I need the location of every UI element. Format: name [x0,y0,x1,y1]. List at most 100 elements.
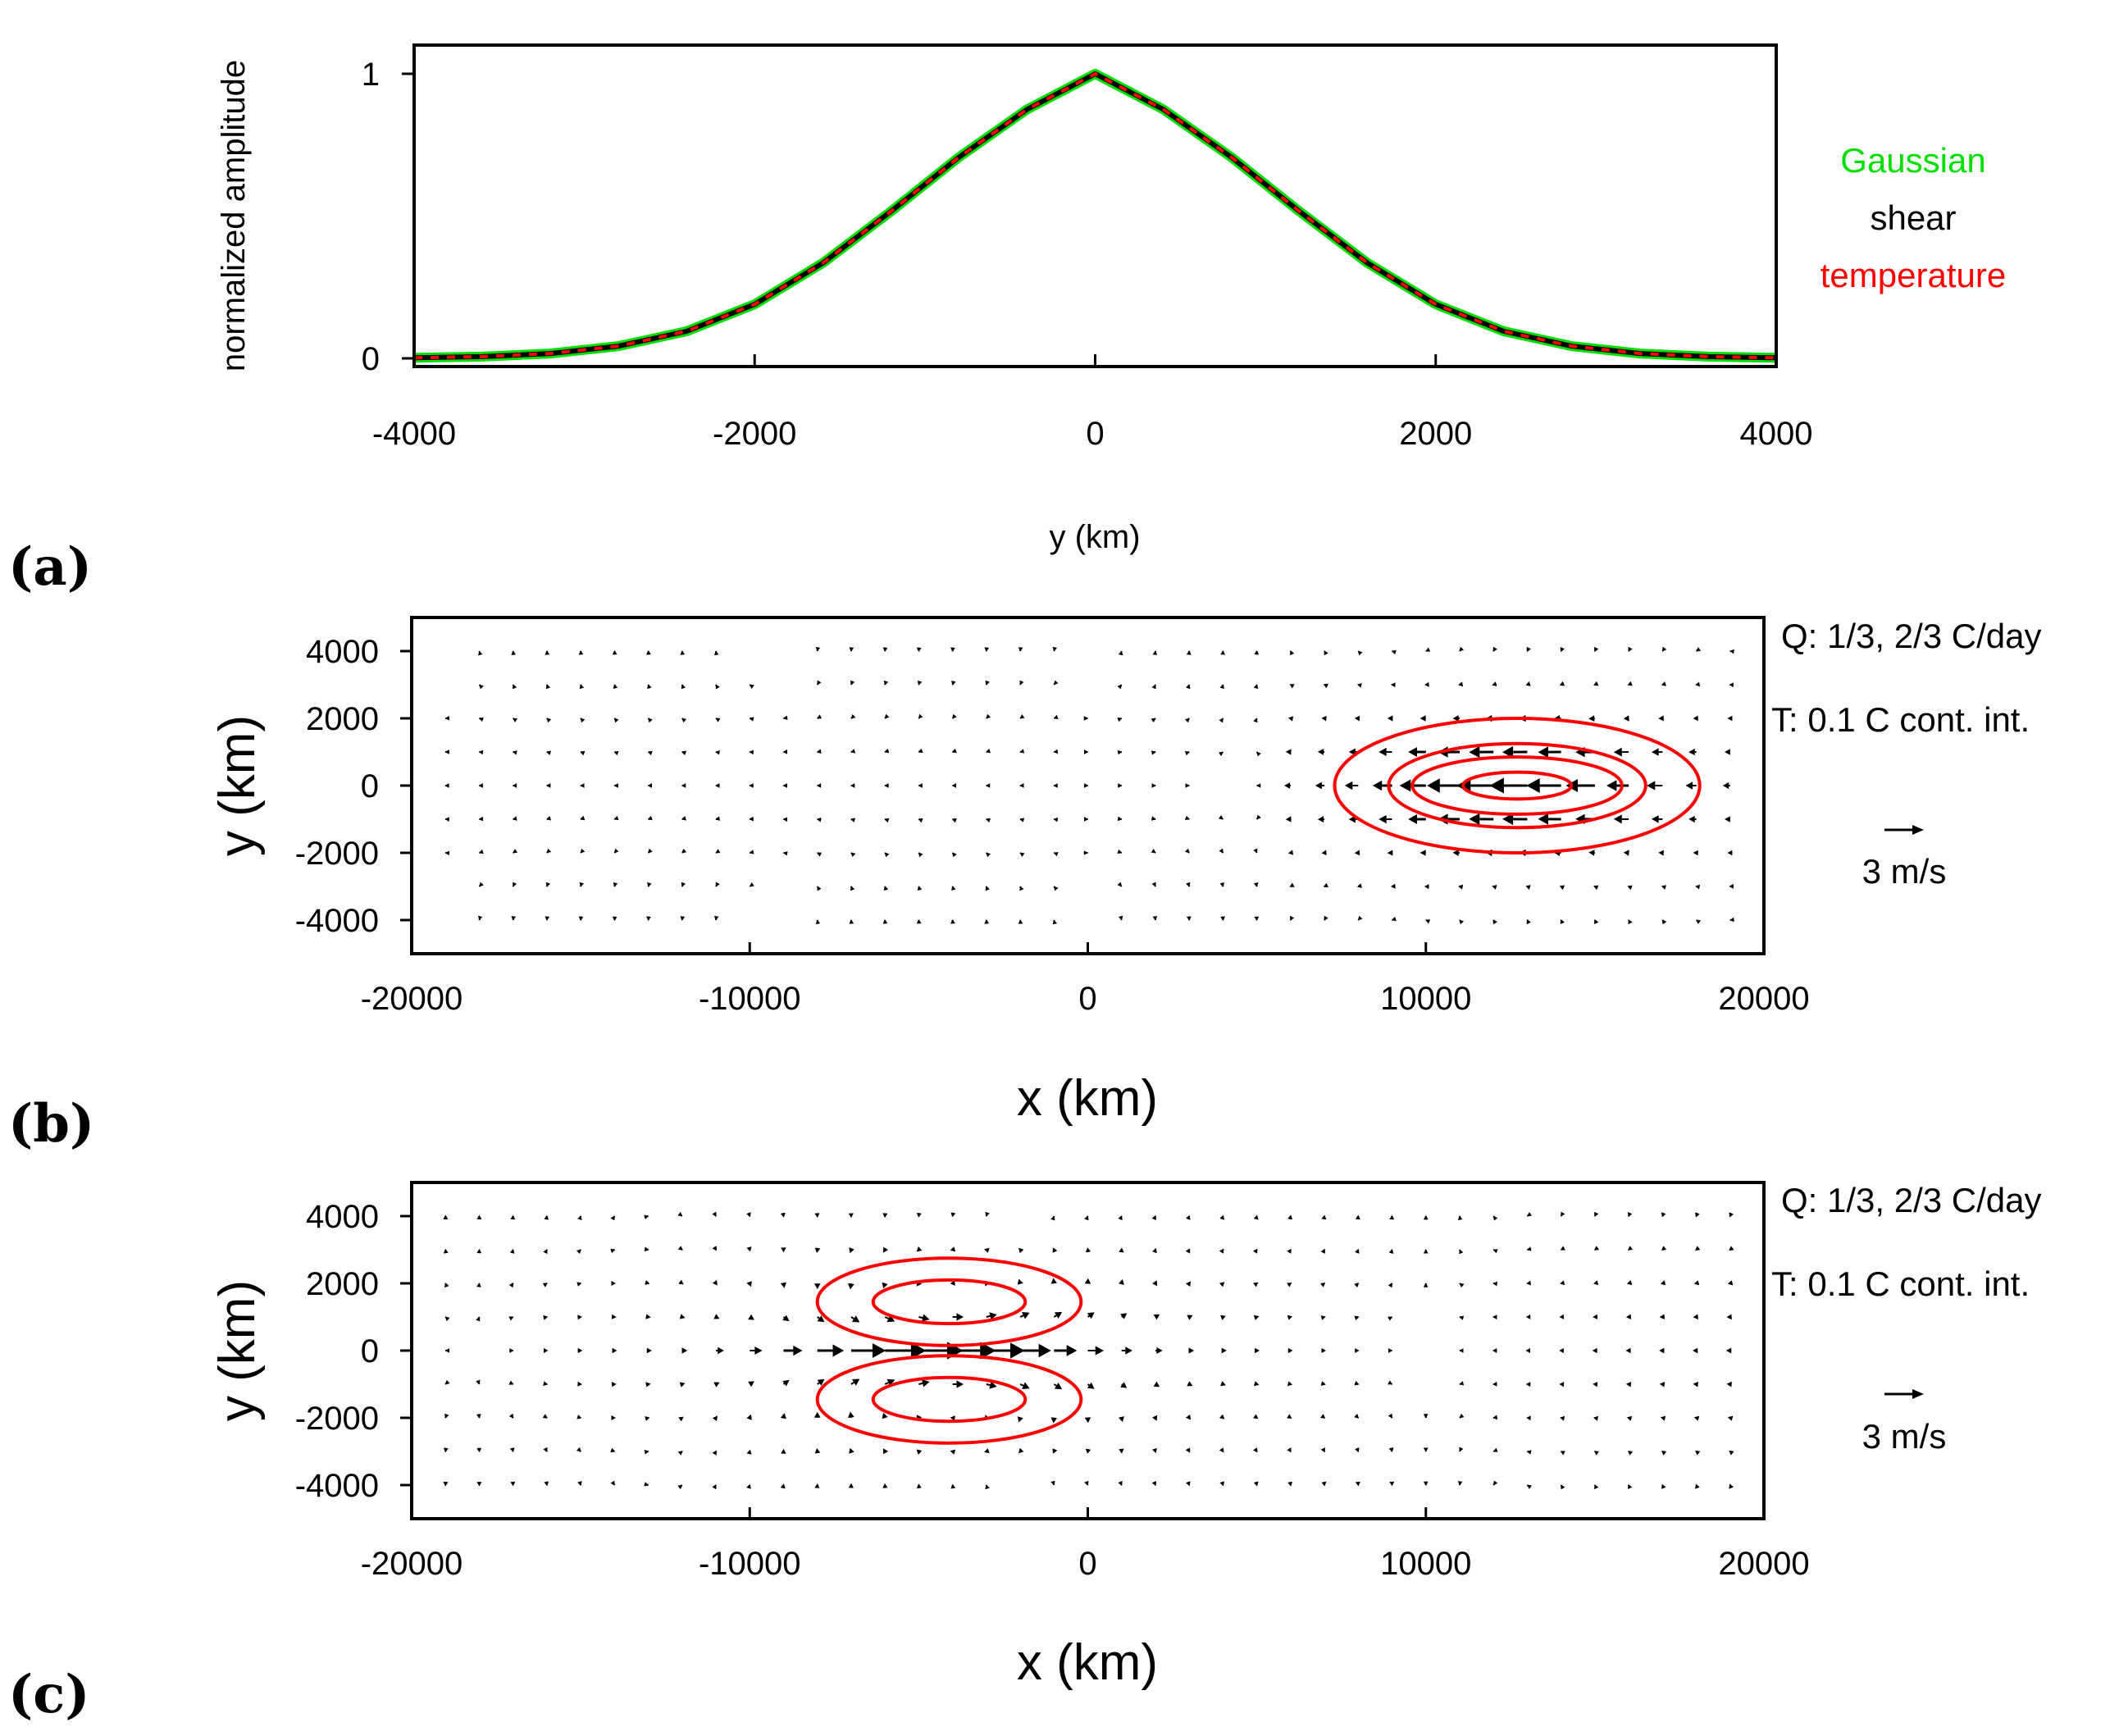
wind-vector-head [1593,1415,1599,1421]
wind-vector-head [1659,1314,1665,1319]
wind-vector-head [1054,1383,1063,1390]
wind-vector-head [715,882,720,887]
wind-vector-head [1492,919,1497,925]
legend-temperature: temperature [1821,256,2006,294]
wind-vector-head [713,650,719,655]
wind-vector-head [813,1411,821,1418]
wind-vector-head [1392,916,1397,922]
wind-vector-head [1066,1345,1078,1356]
wind-vector-head [1594,1484,1599,1490]
wind-vector-head [1050,1215,1055,1221]
wind-vector-head [1185,718,1190,723]
wind-vector-head [513,718,518,722]
wind-vector-head [1628,1451,1633,1456]
wind-vector-head [1050,1480,1055,1486]
wind-vector-head [1117,816,1123,822]
x-tick-label: 20000 [1718,981,1809,1017]
wind-vector-head [850,783,855,788]
wind-vector-head [1695,1483,1700,1489]
wind-vector-head [1119,1278,1124,1285]
wind-vector-head [1526,778,1540,793]
panel-b-vector-field [444,646,1734,925]
wind-vector-head [1219,684,1224,689]
wind-vector-head [1253,1447,1258,1453]
wind-vector-head [985,1484,990,1490]
wind-vector-head [1018,919,1023,924]
wind-vector-head [1661,1246,1667,1251]
wind-vector-head [679,1382,686,1387]
wind-vector-head [1661,681,1666,686]
wind-vector-head [910,1342,927,1360]
wind-vector-shaft [918,1316,923,1319]
wind-vector-head [1652,748,1659,756]
wind-vector-head [1219,1248,1224,1254]
wind-vector-head [1253,882,1259,887]
series-line-gaussian [413,69,1777,363]
wind-vector-head [476,1414,481,1419]
wind-vector-head [479,882,484,887]
temperature-contour [815,1354,1083,1445]
y-tick-label: 0 [362,341,380,377]
wind-vector-head [1355,1214,1360,1220]
wind-vector-head [1052,1247,1058,1253]
y-tick-label: 1 [362,57,380,93]
wind-vector-head [1526,919,1531,925]
panel-a-label: (a) [8,536,92,598]
wind-vector-head [612,916,617,921]
wind-vector-head [1356,683,1362,688]
wind-vector-head [1688,748,1695,756]
wind-vector-head [1625,1314,1632,1319]
wind-vector-head [850,713,856,719]
wind-vector-head [1184,751,1190,756]
wind-vector-head [1693,850,1698,856]
wind-vector-head [883,886,889,891]
wind-vector-head [1526,646,1531,652]
wind-vector-head [1152,650,1158,655]
panel-b-contour-annotation: T: 0.1 C cont. int. [1771,700,2030,739]
wind-vector-head [613,815,619,821]
wind-vector-shaft [850,1382,854,1385]
wind-vector-head [1459,1447,1464,1452]
wind-vector-head [1492,1415,1497,1420]
wind-vector-head [884,713,890,719]
wind-vector-head [1658,850,1664,856]
wind-vector-head [1287,1481,1292,1487]
wind-vector-head [1019,680,1024,686]
wind-vector-head [1355,1248,1360,1254]
wind-vector-head [677,1246,683,1251]
panel-c-reference-arrowhead [1912,1389,1924,1399]
panel-c-x-axis-label: x (km) [1017,1634,1158,1691]
wind-vector-head [1119,1448,1124,1454]
wind-vector-head [546,816,551,821]
wind-vector-head [1285,749,1292,755]
wind-vector-shaft [817,1316,820,1319]
wind-vector-head [712,1280,718,1286]
wind-vector-head [1287,1315,1293,1320]
wind-vector-head [1153,1381,1160,1387]
wind-vector-head [1355,1481,1360,1487]
wind-vector-head [1560,1415,1565,1421]
wind-vector-head [950,1483,956,1489]
wind-vector-head [781,1448,786,1454]
wind-vector-head [1018,1247,1024,1254]
panel-a-plot-area [413,69,1777,363]
panel-b-reference-vector: 3 m/s [1862,825,1946,891]
x-tick-label: -10000 [699,1546,801,1582]
wind-vector-head [1186,882,1191,887]
wind-vector-head [851,1378,860,1386]
wind-vector-head [444,1316,450,1322]
panel-c-reference-label: 3 m/s [1862,1417,1947,1456]
wind-vector-head [546,718,552,723]
wind-vector-head [576,1249,581,1255]
panel-c-contour-annotation: T: 0.1 C cont. int. [1771,1264,2030,1303]
wind-vector-shaft [1087,1383,1090,1387]
wind-vector-head [1693,1415,1700,1421]
wind-vector-head [1526,1450,1532,1455]
wind-vector-head [850,680,855,686]
wind-vector-head [984,1448,990,1454]
wind-vector-head [1119,1416,1124,1423]
panel-b-reference-arrowhead [1912,825,1924,835]
wind-vector-head [1186,1214,1191,1220]
wind-vector-head [1423,1283,1429,1287]
